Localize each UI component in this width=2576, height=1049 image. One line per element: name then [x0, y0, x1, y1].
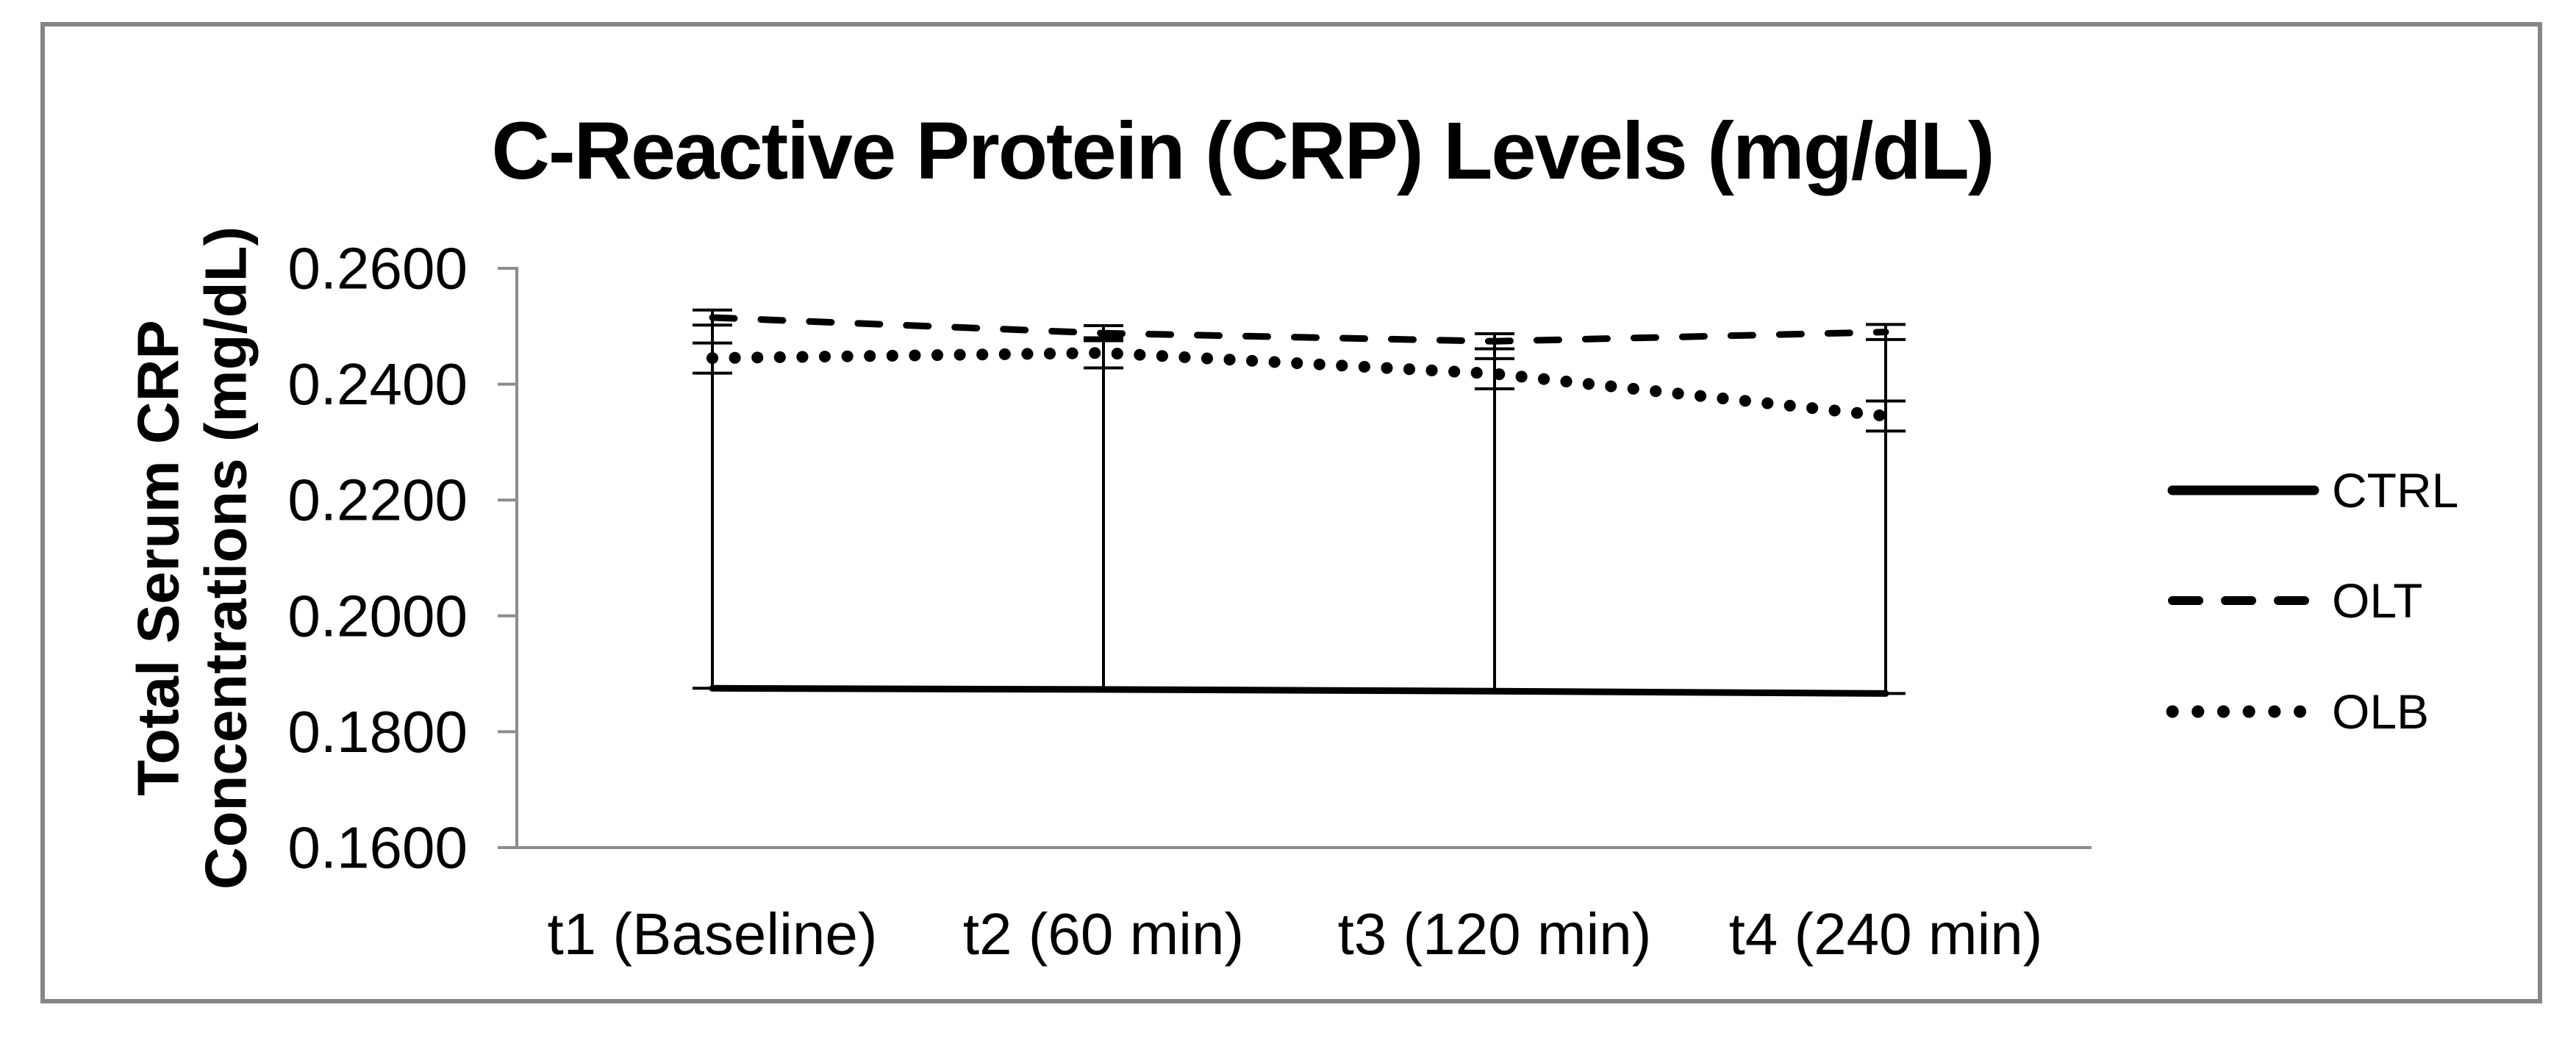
error-bars-group [693, 308, 1906, 695]
x-category-label: t1 (Baseline) [547, 901, 877, 967]
legend: CTRL OLT OLB [2166, 463, 2458, 739]
series-line-ctrl [709, 684, 1889, 697]
y-tick-label: 0.2600 [287, 236, 468, 301]
series-line-olb [706, 347, 1892, 422]
y-tick-label: 0.2000 [287, 583, 468, 648]
axes-group: 0.2600 0.2400 0.2200 0.2000 0.1800 0.1600 t1 (… [287, 236, 2092, 967]
x-category-label: t4 (240 min) [1729, 901, 2043, 967]
legend-label-olt: OLT [2332, 573, 2422, 628]
chart-title: C-Reactive Protein (CRP) Levels (mg/dL) [492, 106, 1994, 196]
legend-label-ctrl: CTRL [2332, 463, 2458, 518]
y-axis-title: Total Serum CRP Concentrations (mg/dL) [126, 226, 259, 889]
y-axis-title-line1: Total Serum CRP [126, 320, 191, 796]
y-tick-label: 0.2200 [287, 468, 468, 533]
chart-border-frame [40, 22, 2542, 1003]
series-line-olt [709, 314, 1889, 345]
series-lines-group [706, 314, 1892, 697]
x-category-label: t3 (120 min) [1338, 901, 1652, 967]
y-axis-title-line2: Concentrations (mg/dL) [193, 226, 259, 889]
x-category-label: t2 (60 min) [963, 901, 1244, 967]
y-tick-label: 0.2400 [287, 351, 468, 417]
legend-label-olb: OLB [2332, 684, 2429, 739]
legend-swatches [2166, 485, 2321, 718]
y-tick-label: 0.1600 [287, 815, 468, 881]
y-tick-label: 0.1800 [287, 699, 468, 765]
